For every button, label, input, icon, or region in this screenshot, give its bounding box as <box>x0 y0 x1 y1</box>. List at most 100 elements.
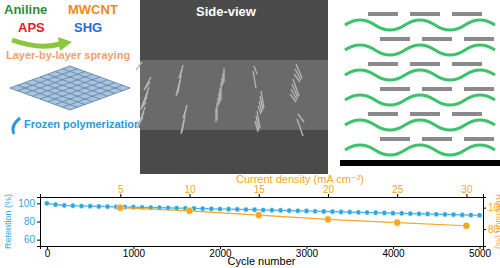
arrow <box>12 40 60 46</box>
data-point <box>390 211 395 216</box>
data-point <box>382 210 387 215</box>
data-point <box>460 212 465 217</box>
tick: 100 <box>18 198 40 209</box>
data-point <box>364 210 369 215</box>
reagent-label: MWCNT <box>68 2 118 17</box>
data-point <box>53 202 58 207</box>
sem-layer <box>140 60 328 130</box>
data-point <box>304 208 309 213</box>
step-label: Frozen polymerization <box>24 118 141 130</box>
polymer-chain <box>345 95 495 105</box>
fabric-thread <box>63 69 123 91</box>
data-point <box>463 222 470 229</box>
sem-fiber <box>298 114 304 122</box>
nanotube <box>410 112 440 116</box>
nanotube <box>368 62 398 66</box>
fabric-thread <box>48 74 108 96</box>
graphical-abstract: AnilineMWCNTAPSSHGLayer-by-layer sprayin… <box>4 0 500 174</box>
data-point <box>79 203 84 208</box>
data-point <box>131 205 136 210</box>
sem-background <box>140 0 328 174</box>
data-point <box>477 213 482 218</box>
tick-mark <box>483 208 486 209</box>
axis-line <box>484 198 487 247</box>
data-point <box>313 209 318 214</box>
nanotube <box>452 62 482 66</box>
tick-label: 0 <box>45 248 51 259</box>
nanotube <box>380 37 410 41</box>
nanotube <box>452 112 482 116</box>
tick: 30 <box>461 184 473 197</box>
tick-label: 3000 <box>296 248 319 259</box>
tick-label: 10 <box>184 184 196 195</box>
data-point <box>200 206 205 211</box>
data-point <box>394 219 401 226</box>
tick-label: 60 <box>24 234 36 245</box>
sem-fiber <box>254 66 257 74</box>
data-point <box>235 207 240 212</box>
reagent-label: SHG <box>74 20 102 35</box>
plot-marks <box>44 201 482 230</box>
tick: 20 <box>323 184 335 197</box>
nanotube <box>422 87 452 91</box>
nanotube <box>464 37 494 41</box>
nanotube <box>464 87 494 91</box>
nanotube <box>410 12 440 16</box>
tick: 3000 <box>296 246 319 259</box>
tick-label: 4000 <box>382 248 405 259</box>
tick: 60 <box>24 234 40 245</box>
data-point <box>425 211 430 216</box>
polymer-chain <box>345 70 495 80</box>
series-line <box>120 208 466 226</box>
nanotube <box>368 12 398 16</box>
sem-fiber <box>180 65 183 76</box>
nanotube <box>422 37 452 41</box>
data-point <box>356 210 361 215</box>
reagent-label: APS <box>18 20 45 35</box>
nanotube <box>380 137 410 141</box>
tick-mark <box>37 240 40 241</box>
data-point <box>416 211 421 216</box>
data-point <box>287 208 292 213</box>
sem-fiber <box>293 79 299 96</box>
fabric-shape <box>10 66 130 110</box>
tick-label: 5 <box>118 184 124 195</box>
tick-label: 25 <box>392 184 404 195</box>
step-label: Layer-by-layer spraying <box>6 49 130 61</box>
axis: 51015202530 <box>41 184 484 198</box>
data-point <box>209 206 214 211</box>
fabric-thread <box>55 72 115 94</box>
polymer-chain <box>345 120 495 130</box>
tick: 5 <box>118 184 124 197</box>
tick-label: 80 <box>24 216 36 227</box>
tick: 80 <box>24 216 40 227</box>
tick: 1000 <box>123 246 146 259</box>
data-point <box>70 203 75 208</box>
data-point <box>442 212 447 217</box>
tick: 25 <box>392 184 404 197</box>
image-label: Side-view <box>196 4 257 19</box>
nanotube <box>410 62 440 66</box>
axis-line <box>41 247 484 250</box>
fabric <box>10 66 130 110</box>
tick-label: 30 <box>461 184 473 195</box>
data-point <box>330 209 335 214</box>
data-point <box>373 210 378 215</box>
data-point <box>399 211 404 216</box>
data-point <box>105 204 110 209</box>
data-point <box>44 201 49 206</box>
axis: 60 80 100 <box>18 198 40 247</box>
tick-label: 5000 <box>469 248 492 259</box>
data-point <box>117 204 124 211</box>
data-point <box>255 212 262 219</box>
sem-image <box>136 0 328 174</box>
polymer-chain <box>345 145 495 155</box>
tick-mark <box>37 222 40 223</box>
data-point <box>278 208 283 213</box>
sem-fiber <box>136 62 142 70</box>
axis-title: Retention (%) <box>3 194 13 249</box>
tick: 4000 <box>382 246 405 259</box>
sem-fiber <box>184 105 187 116</box>
data-point <box>96 204 101 209</box>
data-point <box>252 207 257 212</box>
